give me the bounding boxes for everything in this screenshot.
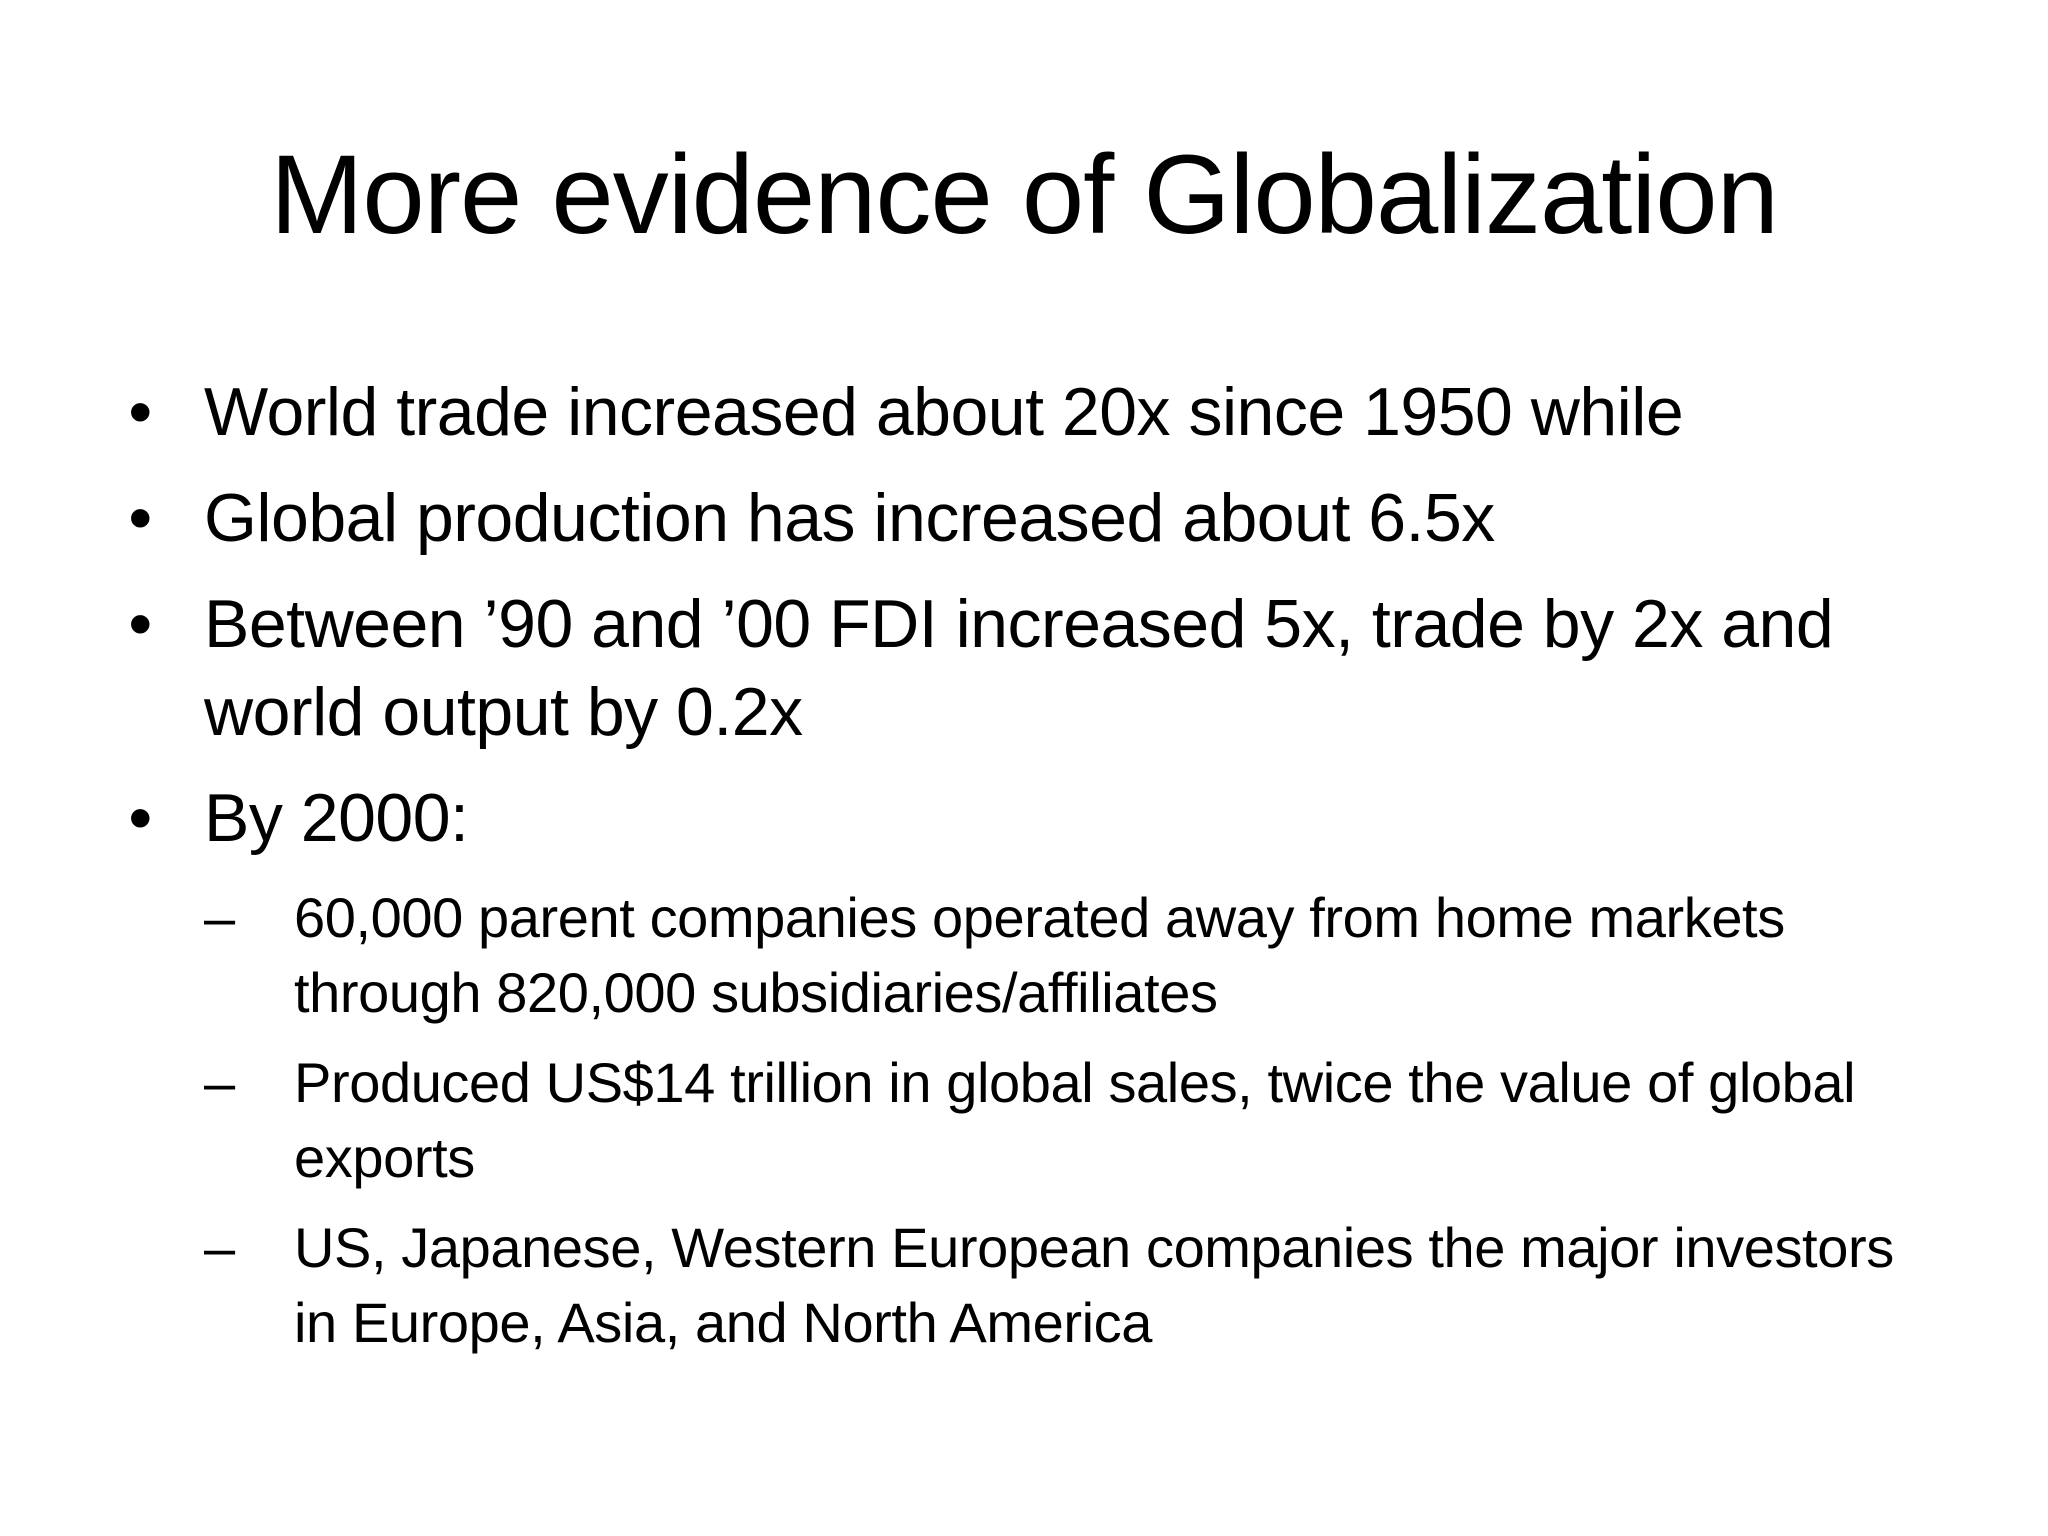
bullet-item: • Between ’90 and ’00 FDI increased 5x, … bbox=[120, 580, 1920, 756]
bullet-text: Between ’90 and ’00 FDI increased 5x, tr… bbox=[204, 586, 1834, 750]
slide-body: • World trade increased about 20x since … bbox=[120, 368, 1920, 1375]
sub-bullet-item: – Produced US$14 trillion in global sale… bbox=[204, 1045, 1920, 1195]
bullet-marker: • bbox=[128, 780, 152, 856]
bullet-item: • By 2000: bbox=[120, 774, 1920, 862]
bullet-text: Global production has increased about 6.… bbox=[204, 480, 1495, 556]
sub-bullet-text: 60,000 parent companies operated away fr… bbox=[294, 886, 1785, 1024]
bullet-marker: • bbox=[128, 480, 152, 556]
sub-bullet-marker: – bbox=[204, 1051, 235, 1114]
bullet-item: • Global production has increased about … bbox=[120, 474, 1920, 562]
sub-bullet-text: US, Japanese, Western European companies… bbox=[294, 1216, 1894, 1354]
sub-bullet-marker: – bbox=[204, 1216, 235, 1279]
sub-bullet-marker: – bbox=[204, 886, 235, 949]
slide-title: More evidence of Globalization bbox=[270, 132, 1779, 257]
bullet-text: By 2000: bbox=[204, 780, 469, 856]
bullet-marker: • bbox=[128, 374, 152, 450]
bullet-marker: • bbox=[128, 586, 152, 662]
bullet-text: World trade increased about 20x since 19… bbox=[204, 374, 1684, 450]
sub-bullet-item: – 60,000 parent companies operated away … bbox=[204, 880, 1920, 1030]
sub-bullet-text: Produced US$14 trillion in global sales,… bbox=[294, 1051, 1856, 1189]
sub-bullet-list: – 60,000 parent companies operated away … bbox=[204, 880, 1920, 1360]
bullet-item: • World trade increased about 20x since … bbox=[120, 368, 1920, 456]
sub-bullet-item: – US, Japanese, Western European compani… bbox=[204, 1210, 1920, 1360]
